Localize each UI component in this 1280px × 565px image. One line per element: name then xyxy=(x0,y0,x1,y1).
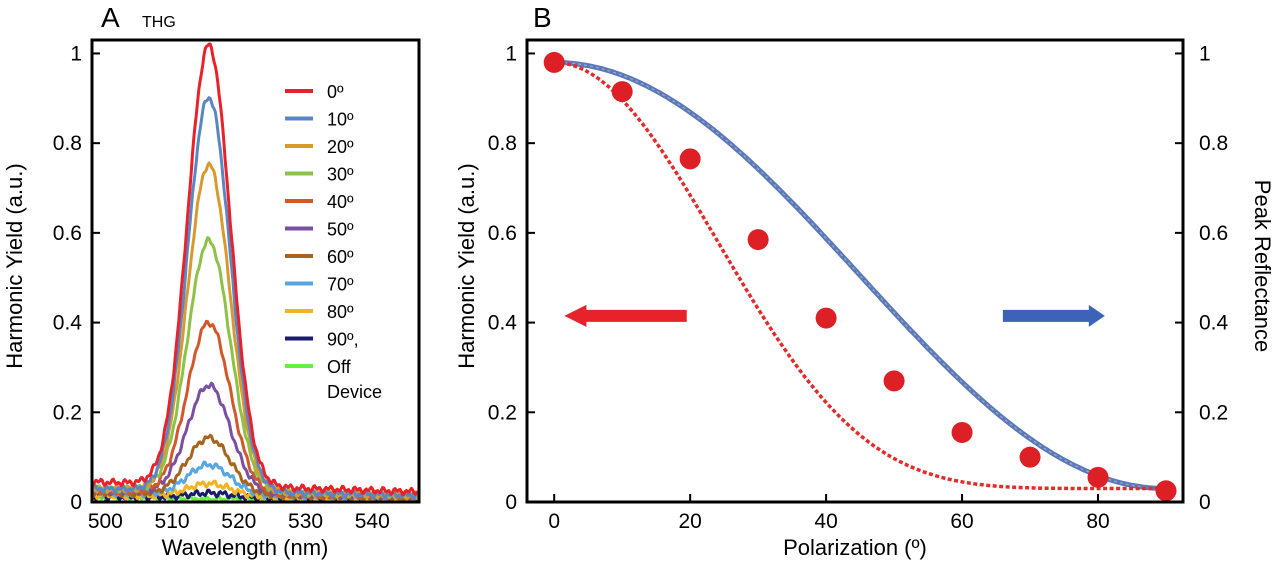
legend-label: Off xyxy=(327,357,352,377)
legend-label: 40º xyxy=(327,192,354,212)
right-axis-arrow xyxy=(1002,304,1105,327)
panel-b-ylabel-right: Peak Reflectance xyxy=(1250,180,1275,352)
data-point xyxy=(951,421,973,443)
b-xtick-label: 20 xyxy=(678,510,701,533)
b-ytick-label-right: 0.4 xyxy=(1199,312,1229,335)
a-ytick-label: 0.2 xyxy=(53,401,82,424)
data-point xyxy=(1087,466,1109,488)
b-ytick-label-right: 0.6 xyxy=(1199,222,1228,245)
panel-a-xlabel: Wavelength (nm) xyxy=(162,535,329,560)
legend-label: 30º xyxy=(327,165,354,185)
panel-a-ylabel: Harmonic Yield (a.u.) xyxy=(2,163,27,368)
data-point xyxy=(815,307,837,329)
legend-label: 20º xyxy=(327,137,354,157)
panel-b-arrows xyxy=(564,304,1105,327)
a-series-line xyxy=(90,96,421,500)
legend-label: 70º xyxy=(327,275,354,295)
a-ytick-label: 1 xyxy=(70,42,82,65)
a-xtick-label: 500 xyxy=(88,510,123,533)
legend-label: 80º xyxy=(327,302,354,322)
legend-label: Device xyxy=(327,382,382,402)
b-xtick-label: 0 xyxy=(548,510,560,533)
data-point xyxy=(543,51,565,73)
a-series-line xyxy=(91,42,421,497)
data-point xyxy=(1019,446,1041,468)
data-point xyxy=(747,229,769,251)
panel-a-frame xyxy=(90,38,421,504)
left-axis-arrow xyxy=(564,304,687,327)
data-point xyxy=(679,148,701,170)
panel-a-legend: 0º 10º 20º 30º 40º 50º 60º 70º 80º 90º, Off Device xyxy=(285,82,382,402)
b-ytick-label-right: 0 xyxy=(1199,491,1211,514)
panel-a: A THG Harmonic Yield (a.u.) Wavelength (… xyxy=(2,2,421,560)
b-ytick-label: 0.4 xyxy=(488,312,518,335)
panel-b: B Harmonic Yield (a.u.) Peak Reflectance… xyxy=(454,2,1275,560)
legend-label: 10º xyxy=(327,110,354,130)
b-ytick-label: 0 xyxy=(505,491,517,514)
data-point xyxy=(611,81,633,103)
panel-b-ticks: 0 20 40 60 80 0 0 0.2 0.2 0.4 0.4 0.6 0.6 0.8 0.8 1 1 xyxy=(488,42,1229,533)
panel-a-letter: A xyxy=(101,2,120,33)
a-ytick-label: 0.8 xyxy=(53,132,82,155)
panel-b-letter: B xyxy=(533,2,552,33)
panel-a-subtitle: THG xyxy=(142,14,176,31)
a-ytick-label: 0 xyxy=(70,491,82,514)
data-point xyxy=(883,370,905,392)
legend-label: 90º, xyxy=(327,330,359,350)
a-xtick-label: 540 xyxy=(355,510,390,533)
b-ytick-label: 0.2 xyxy=(488,401,517,424)
a-series-line xyxy=(90,433,421,502)
panel-b-curves xyxy=(554,59,1166,491)
a-ytick-label: 0.6 xyxy=(53,222,82,245)
reflectance-curve xyxy=(554,59,1166,491)
panel-a-lines xyxy=(90,42,421,502)
b-ytick-label-right: 0.2 xyxy=(1199,401,1228,424)
b-ytick-label: 0.6 xyxy=(488,222,517,245)
b-ytick-label: 1 xyxy=(505,42,517,65)
legend-label: 0º xyxy=(327,82,344,102)
a-xtick-label: 510 xyxy=(155,510,190,533)
b-xtick-label: 60 xyxy=(950,510,973,533)
b-ytick-label-right: 0.8 xyxy=(1199,132,1228,155)
a-xtick-label: 530 xyxy=(288,510,323,533)
legend-label: 60º xyxy=(327,247,354,267)
panel-b-xlabel: Polarization (º) xyxy=(783,535,927,560)
b-ytick-label: 0.8 xyxy=(488,132,517,155)
b-ytick-label-right: 1 xyxy=(1199,42,1211,65)
panel-b-ylabel: Harmonic Yield (a.u.) xyxy=(454,163,479,368)
a-xtick-label: 520 xyxy=(221,510,256,533)
panel-b-frame xyxy=(525,38,1185,504)
panel-b-points xyxy=(543,51,1177,502)
b-xtick-label: 80 xyxy=(1086,510,1109,533)
legend-label: 50º xyxy=(327,220,354,240)
b-xtick-label: 40 xyxy=(814,510,837,533)
data-point xyxy=(1155,480,1177,502)
a-ytick-label: 0.4 xyxy=(53,312,83,335)
